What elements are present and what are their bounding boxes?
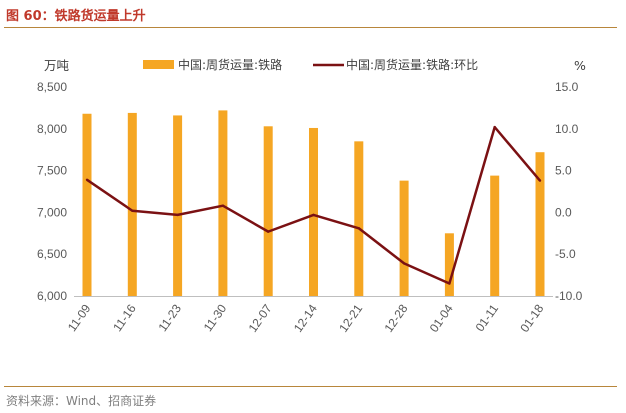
- line-point: [357, 227, 360, 230]
- figure-title: 图 60：铁路货运量上升: [6, 9, 146, 24]
- legend-bar-label: 中国:周货运量:铁路: [178, 57, 282, 72]
- line-point: [131, 209, 134, 212]
- left-tick-label: 8,500: [37, 80, 67, 94]
- x-tick-label: 11-16: [110, 301, 139, 334]
- legend: 中国:周货运量:铁路 中国:周货运量:铁路:环比: [143, 57, 478, 72]
- bar: [127, 112, 137, 296]
- x-tick-label: 12-07: [246, 301, 275, 334]
- x-tick-label: 12-21: [336, 301, 365, 334]
- line-point: [176, 213, 179, 217]
- left-tick-label: 7,000: [37, 205, 67, 219]
- source-note: 资料来源：Wind、招商证券: [6, 394, 157, 408]
- bar: [354, 141, 364, 296]
- x-tick-label: 12-14: [291, 301, 320, 334]
- bar: [263, 126, 273, 297]
- line-point: [448, 282, 451, 285]
- left-tick-label: 6,500: [37, 247, 67, 261]
- right-tick-label: -5.0: [555, 247, 576, 261]
- line-point: [221, 204, 225, 207]
- left-axis-unit: 万吨: [44, 58, 70, 73]
- bar: [173, 115, 183, 296]
- x-tick-label: 01-11: [473, 301, 502, 334]
- right-tick-label: 15.0: [555, 80, 579, 94]
- line-point: [312, 213, 315, 217]
- left-axis: 8,500 8,000 7,500 7,000 6,500 6,000: [37, 80, 67, 303]
- source-rule: [4, 386, 617, 387]
- x-tick-label: 01-18: [517, 301, 546, 334]
- bar: [535, 152, 545, 296]
- title-rule: [4, 27, 617, 28]
- bar: [399, 180, 409, 296]
- x-axis: 11-09 11-16 11-23 11-30 12-07 12-14 12-21 12-28…: [65, 301, 547, 334]
- left-tick-label: 7,500: [37, 164, 67, 178]
- bar: [490, 175, 500, 296]
- right-tick-label: 0.0: [555, 205, 572, 219]
- left-tick-label: 6,000: [37, 289, 67, 303]
- line-point: [538, 179, 542, 182]
- x-tick-label: 11-30: [201, 301, 230, 334]
- right-tick-label: -10.0: [555, 289, 583, 303]
- right-axis: 15.0 10.0 5.0 0.0 -5.0 -10.0: [555, 80, 583, 303]
- x-tick-label: 12-28: [381, 301, 410, 334]
- bar: [82, 113, 92, 296]
- x-tick-label: 11-23: [155, 301, 184, 334]
- left-tick-label: 8,000: [37, 122, 67, 136]
- legend-bar-swatch: [143, 60, 174, 69]
- line-point: [493, 125, 496, 129]
- legend-line-label: 中国:周货运量:铁路:环比: [346, 57, 478, 72]
- right-tick-label: 5.0: [555, 164, 572, 178]
- bar: [218, 110, 228, 297]
- line-point: [402, 262, 406, 265]
- x-tick-label: 01-04: [427, 301, 456, 334]
- right-tick-label: 10.0: [555, 122, 579, 136]
- x-tick-label: 11-09: [65, 301, 94, 334]
- bar: [309, 127, 318, 297]
- line-series: [85, 125, 542, 285]
- line-point: [267, 230, 270, 233]
- right-axis-unit: %: [574, 58, 586, 73]
- line-point: [85, 178, 89, 181]
- bar: [444, 233, 454, 296]
- bar-series: [82, 110, 545, 297]
